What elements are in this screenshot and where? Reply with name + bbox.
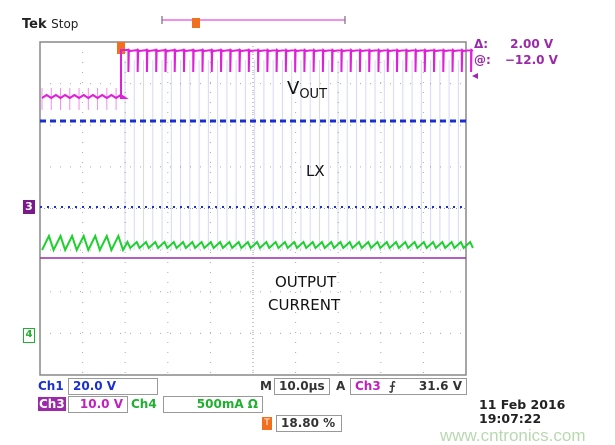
lx-label: LX <box>306 162 325 180</box>
ch1-scale: 20.0 V <box>68 378 158 395</box>
trigger-position: 18.80 % <box>276 415 342 432</box>
ch3-label[interactable]: Ch3 <box>38 397 66 411</box>
cursor-marker-icon <box>472 73 478 79</box>
vout-label: VOUT <box>287 78 327 102</box>
output-current-trace <box>41 233 474 253</box>
cursor-at: @: −12.0 V <box>474 53 558 67</box>
trigger-marker <box>117 42 125 54</box>
trigger-source: Ch3 <box>355 379 381 393</box>
brand-status: Tek Stop <box>22 17 78 32</box>
ch4-ground-marker[interactable]: 4 <box>23 328 35 343</box>
output-current-label-1: OUTPUT <box>275 273 337 291</box>
ch4-scale: 500mA Ω <box>163 396 263 413</box>
ch3-scale: 10.0 V <box>68 396 128 413</box>
ch4-label[interactable]: Ch4 <box>131 397 157 411</box>
brand-logo: Tek <box>22 17 47 32</box>
trigger-settings[interactable]: Ch3 ⨍ 31.6 V <box>350 378 467 395</box>
trigger-slope-icon: ⨍ <box>388 379 396 393</box>
trigger-level: 31.6 V <box>418 379 462 393</box>
time: 19:07:22 <box>479 411 542 426</box>
lx-faint-edges <box>124 60 459 250</box>
at-value: −12.0 V <box>504 53 558 67</box>
ch3-ground-marker[interactable]: 3 <box>23 200 35 214</box>
vout-sub: OUT <box>299 87 328 102</box>
timebase-value[interactable]: 10.0µs <box>274 378 330 395</box>
date: 11 Feb 2016 <box>479 397 566 412</box>
vout-main: V <box>287 78 300 99</box>
delta-value: 2.00 V <box>510 37 554 51</box>
trigger-mode: A <box>336 379 346 393</box>
vout-trace <box>41 48 474 100</box>
at-label: @: <box>474 53 491 67</box>
acquisition-status: Stop <box>51 17 79 31</box>
delta-label: Δ: <box>474 37 489 51</box>
output-current-label-2: CURRENT <box>268 296 341 314</box>
cursor-delta: Δ: 2.00 V <box>474 37 553 51</box>
trigger-position-icon: T <box>262 417 272 430</box>
watermark: www.cntronics.com <box>440 426 586 445</box>
ch1-label[interactable]: Ch1 <box>38 379 64 393</box>
timebase-label: M <box>260 379 272 393</box>
record-trigger-marker <box>192 18 200 28</box>
